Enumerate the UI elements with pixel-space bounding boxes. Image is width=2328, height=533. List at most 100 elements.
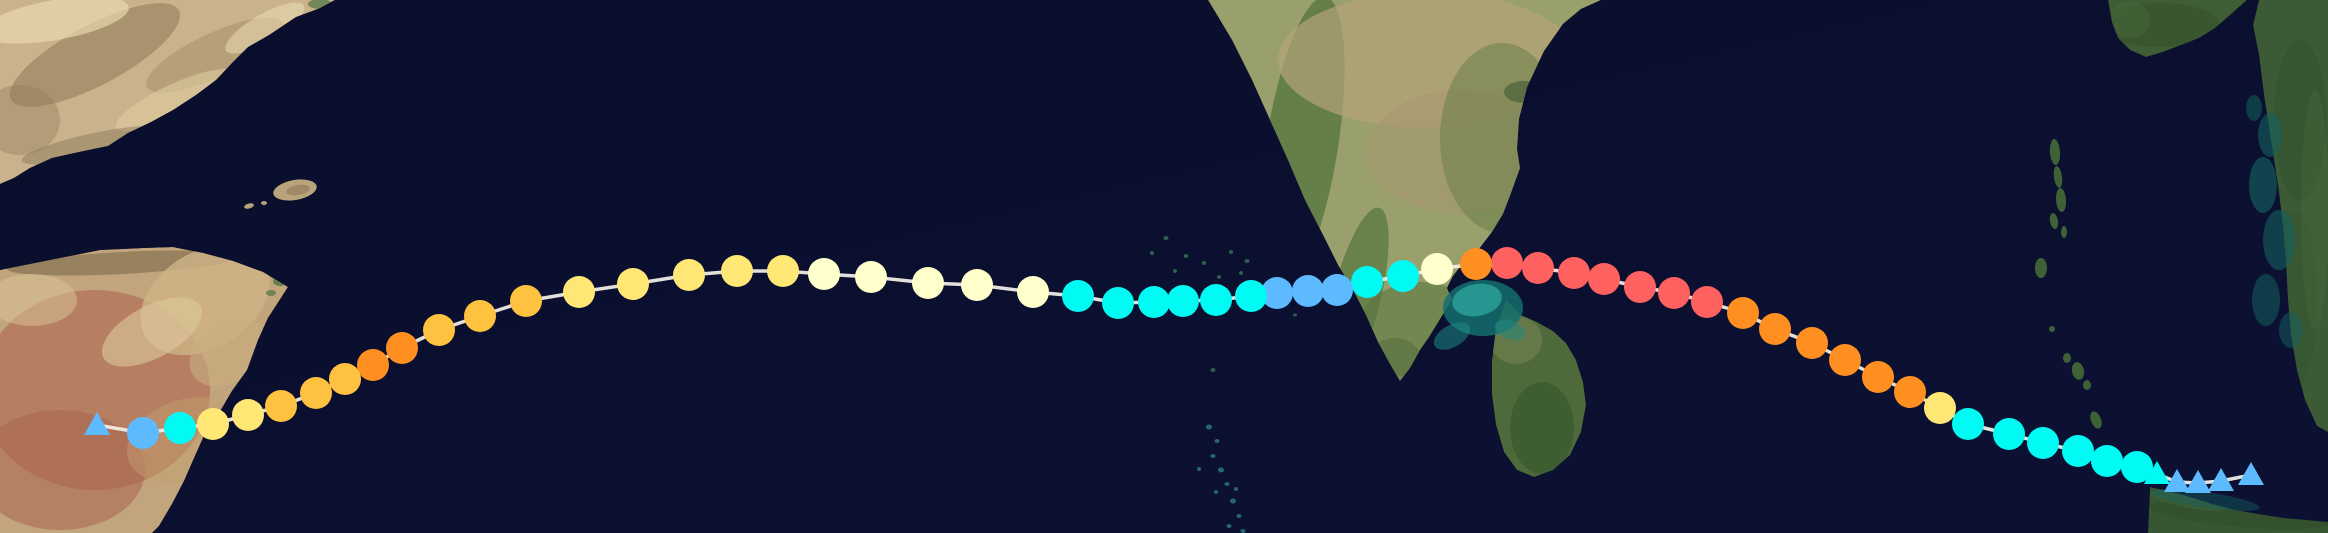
island-lakshadweep-islands (1293, 313, 1297, 317)
island-andaman-nicobar-islands (2090, 411, 2102, 429)
land-sumatra-terrain (2150, 489, 2230, 511)
island-socotra-ridge (286, 184, 310, 196)
island-socotra (244, 203, 254, 209)
track-point-57-category-2 (232, 399, 264, 431)
land-malay-peninsula-tenasserim-terrain (2274, 40, 2326, 200)
island-lakshadweep-islands (1150, 251, 1154, 255)
shallow-water-patch (2246, 95, 2262, 121)
island-andaman-nicobar-islands (2071, 362, 2085, 380)
shallow-water-patch (2249, 157, 2277, 213)
island-maldives-atolls (1226, 524, 1232, 528)
track-point-23-category-5 (1558, 257, 1590, 289)
track-point-34-tropical-storm (1200, 284, 1232, 316)
track-point-48-category-2 (563, 276, 595, 308)
track-point-25-category-5 (1491, 247, 1523, 279)
track-point-26-category-4 (1460, 248, 1492, 280)
island-maldives-atolls (1206, 424, 1212, 430)
land-somalia-horn-of-africa-terrain (0, 274, 77, 326)
track-point-20-category-5 (1658, 277, 1690, 309)
track-point-49-category-3 (510, 285, 542, 317)
shallow-water (1433, 95, 2303, 512)
island-maldives-atolls (1218, 467, 1224, 473)
island-maldives-atolls (1234, 487, 1238, 491)
track-point-9-tropical-storm (2027, 427, 2059, 459)
shallow-water-patch (2150, 488, 2260, 512)
island-maldives-atolls (1214, 439, 1220, 443)
shallow-water-patch (2258, 113, 2282, 157)
land-sri-lanka-terrain (1510, 382, 1574, 474)
island-lakshadweep-islands (1163, 236, 1169, 240)
track-point-60-tropical-depression (127, 417, 159, 449)
track-point-16-category-4 (1796, 327, 1828, 359)
track-point-14-category-4 (1862, 361, 1894, 393)
shallow-water-patch (2252, 274, 2280, 326)
track-point-2-tropical-depression (2208, 468, 2234, 491)
island-andaman-nicobar-islands (2049, 213, 2059, 229)
island-andaman-nicobar-islands (2061, 226, 2067, 238)
land-somalia-horn-of-africa-terrain (0, 410, 145, 530)
island-andaman-nicobar-islands (2063, 353, 2071, 363)
track-point-41-category-1 (912, 267, 944, 299)
land-sumatra (2148, 487, 2328, 533)
land-malay-peninsula-tenasserim-terrain (2301, 90, 2328, 330)
shallow-water-patch (1452, 283, 1502, 317)
track-point-31-tropical-depression (1292, 275, 1324, 307)
land-somalia-horn-of-africa-terrain (189, 317, 267, 387)
track-point-11-tropical-storm (1952, 408, 1984, 440)
island-maldives-atolls (1214, 490, 1218, 494)
land-somalia-horn-of-africa-terrain (101, 297, 203, 367)
shallow-water-patch (1494, 319, 1526, 341)
track-point-54-category-3 (329, 363, 361, 395)
island-maldives-atolls (1224, 482, 1230, 486)
track-point-47-category-2 (617, 268, 649, 300)
islands-andaman-nicobar-islands (2035, 139, 2102, 429)
track-point-51-category-3 (423, 314, 455, 346)
island-lakshadweep-islands (1183, 254, 1189, 258)
island-lakshadweep-islands (1229, 250, 1233, 254)
track-point-37-tropical-storm (1102, 287, 1134, 319)
island-lakshadweep-islands (1239, 271, 1243, 275)
track-point-8-tropical-storm (2062, 435, 2094, 467)
track-point-55-category-3 (300, 377, 332, 409)
track-point-12-category-2 (1924, 392, 1956, 424)
land-arabian-peninsula-terrain (9, 3, 181, 107)
island-maldives-atolls (1210, 454, 1216, 458)
land-myanmar-irrawaddy-coast (2108, 0, 2247, 57)
shallow-water-patch (2279, 312, 2303, 348)
track-point-56-category-3 (265, 390, 297, 422)
track-point-35-tropical-storm (1167, 285, 1199, 317)
track-point-32-tropical-depression (1261, 277, 1293, 309)
shallow-water-patch (1433, 322, 1471, 350)
islands-socotra-ridge (286, 184, 310, 196)
track-point-19-category-5 (1691, 286, 1723, 318)
track-point-21-category-5 (1624, 271, 1656, 303)
island-andaman-nicobar-islands (2049, 139, 2061, 165)
track-point-59-tropical-storm (164, 412, 196, 444)
land-arabian-peninsula-terrain (115, 68, 235, 132)
land-myanmar-irrawaddy-coast-terrain (2110, 2, 2150, 38)
island-andaman-nicobar-islands (2055, 188, 2067, 212)
track-point-61-tropical-depression (84, 412, 110, 435)
track-point-10-tropical-storm (1993, 418, 2025, 450)
land-arabian-peninsula-terrain (0, 0, 129, 44)
track-point-1-tropical-depression (2238, 462, 2264, 485)
track-point-29-tropical-storm (1351, 266, 1383, 298)
island-andaman-nicobar-islands (2035, 258, 2047, 278)
track-point-58-category-2 (197, 408, 229, 440)
track-point-30-tropical-depression (1321, 274, 1353, 306)
track-point-38-tropical-storm (1062, 280, 1094, 312)
track-point-27-category-1 (1421, 253, 1453, 285)
land-sri-lanka (1492, 300, 1586, 477)
island-maldives-atolls (1230, 498, 1236, 504)
track-point-17-category-4 (1759, 313, 1791, 345)
island-maldives-atolls (1236, 514, 1242, 518)
track-point-44-category-2 (767, 255, 799, 287)
track-point-50-category-3 (464, 300, 496, 332)
island-maldives-atolls (1240, 529, 1246, 533)
track-point-28-tropical-storm (1387, 260, 1419, 292)
track-point-24-category-5 (1522, 252, 1554, 284)
track-point-4-tropical-depression (2164, 469, 2190, 492)
